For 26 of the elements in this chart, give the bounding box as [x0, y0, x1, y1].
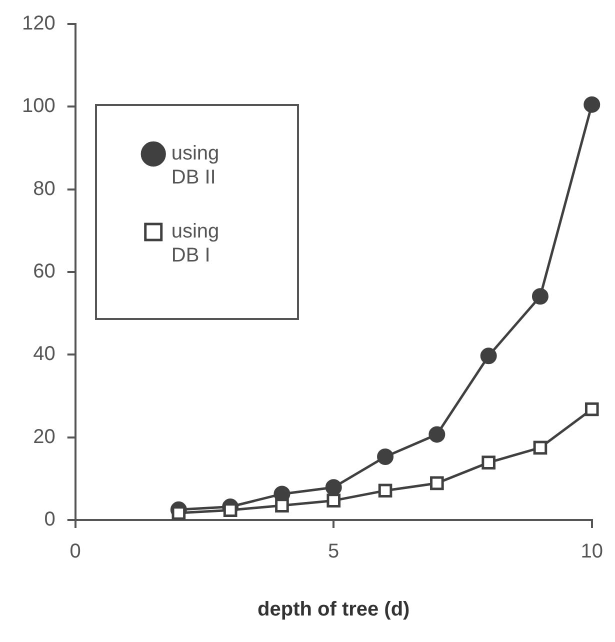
point	[584, 96, 600, 113]
legend-label: using DB I	[171, 220, 220, 267]
point	[377, 448, 394, 466]
y-tick-label: 60	[33, 260, 56, 283]
point	[533, 440, 548, 455]
point	[325, 479, 342, 496]
y-tick-label: 120	[22, 12, 56, 35]
x-tick-label: 5	[328, 540, 340, 563]
y-tick-label: 0	[44, 508, 56, 531]
y-tick-label: 80	[33, 178, 56, 200]
point	[428, 426, 446, 443]
y-tick-label: 20	[33, 426, 56, 448]
x-axis-title: depth of tree (d)	[258, 598, 410, 621]
point	[482, 456, 496, 470]
y-tick-label: 40	[33, 343, 56, 366]
legend-label: using DB II	[171, 142, 220, 189]
x-tick-label: 0	[70, 540, 81, 563]
point	[480, 348, 497, 364]
point	[430, 476, 444, 490]
point	[584, 402, 599, 416]
y-tick-label: 100	[22, 95, 56, 118]
point	[378, 484, 392, 498]
point	[275, 498, 289, 512]
x-tick-label: 10	[580, 540, 603, 563]
point	[326, 494, 341, 508]
point	[532, 288, 548, 305]
